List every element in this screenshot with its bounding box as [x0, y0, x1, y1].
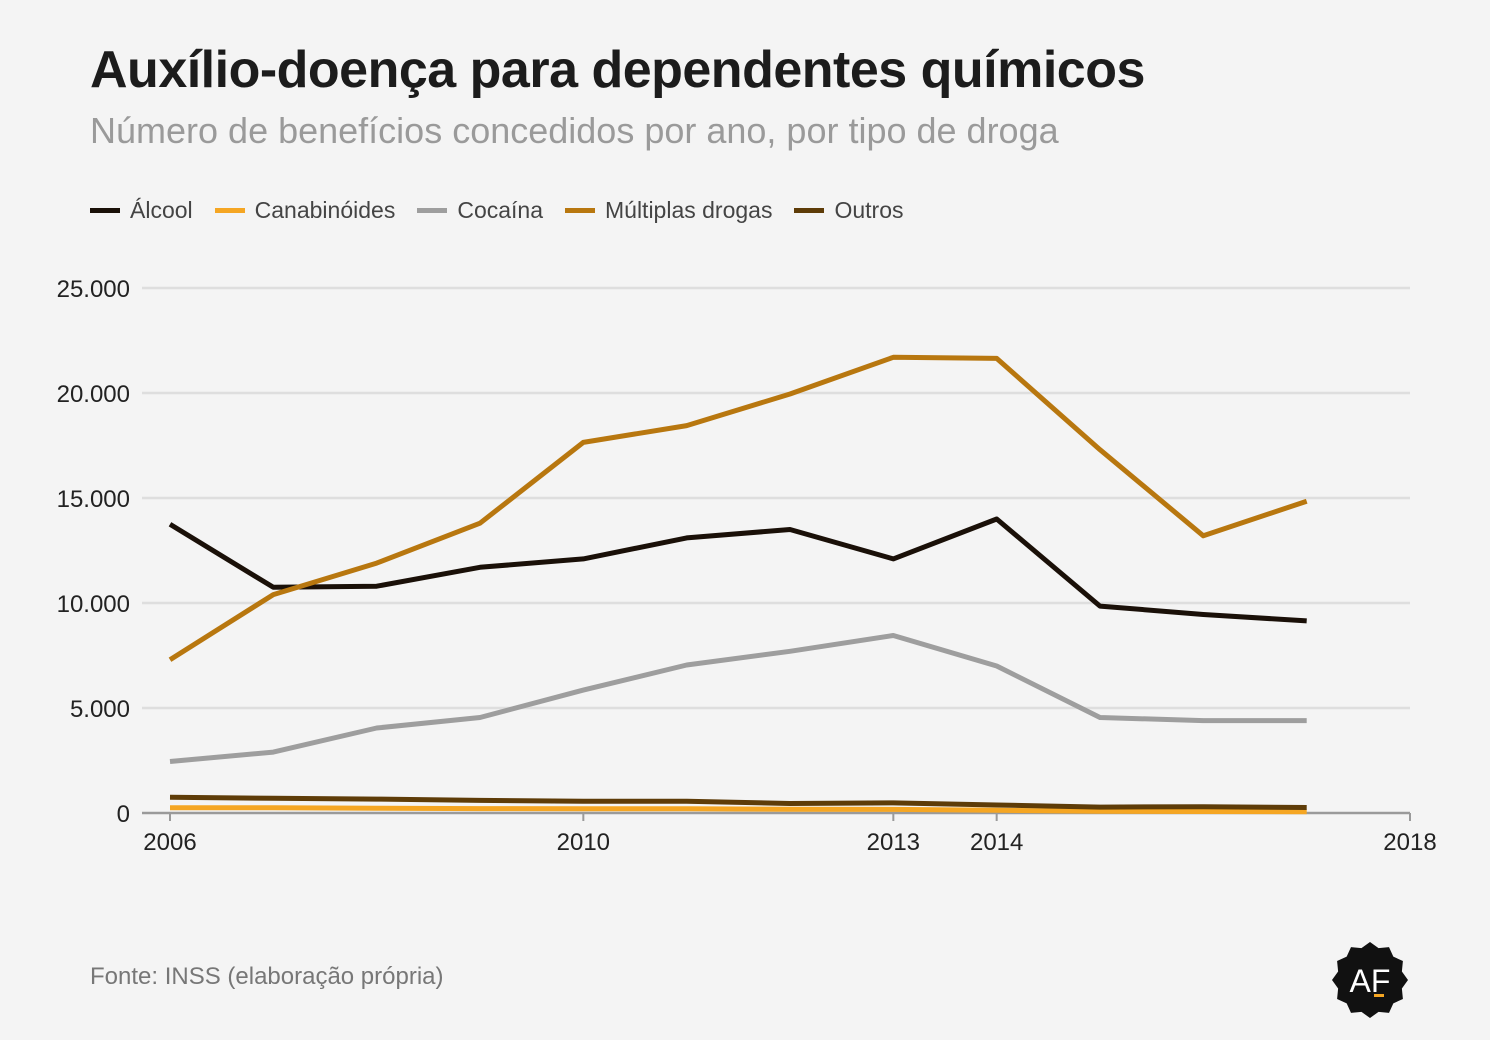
legend-item: Múltiplas drogas [565, 197, 772, 224]
legend-item: Álcool [90, 197, 193, 224]
series-line-multiplas-drogas [168, 354, 1308, 662]
series-line-cocaina [169, 633, 1307, 764]
y-tick-label: 15.000 [57, 486, 130, 513]
legend-swatch [214, 208, 245, 213]
grid-lines [142, 286, 1410, 710]
tick-labels: 0 5.000 10.000 15.000 20.000 25.000 2006 2010 20… [57, 276, 1437, 856]
chart-subtitle: Número de benefícios concedidos por ano,… [90, 110, 1059, 151]
y-tick-label: 5.000 [70, 696, 130, 723]
legend-swatch [417, 208, 448, 213]
legend: Álcool Canabinóides Cocaína Múltiplas droga… [90, 197, 904, 224]
legend-item: Canabinóides [214, 197, 396, 224]
x-tick-label: 2013 [867, 829, 920, 856]
x-tick-label: 2006 [143, 829, 196, 856]
y-tick-label: 25.000 [57, 276, 130, 303]
legend-swatch [90, 208, 120, 213]
x-tick-label: 2010 [557, 829, 610, 856]
y-tick-label: 10.000 [57, 591, 130, 618]
legend-item: Outros [794, 197, 904, 224]
legend-label: Múltiplas drogas [605, 197, 773, 223]
legend-label: Outros [834, 197, 904, 223]
axes [142, 811, 1411, 821]
legend-swatch [794, 208, 825, 213]
source-note: Fonte: INSS (elaboração própria) [90, 963, 444, 990]
x-tick-label: 2018 [1383, 829, 1436, 856]
legend-item: Cocaína [417, 197, 543, 224]
y-tick-label: 0 [117, 801, 130, 828]
series-line-canabinoides [170, 805, 1307, 815]
series-line-outros [169, 794, 1307, 810]
logo-text: AF [1350, 963, 1391, 999]
legend-label: Canabinóides [254, 197, 396, 223]
y-tick-label: 20.000 [57, 381, 130, 408]
x-tick-label: 2014 [970, 829, 1023, 856]
chart-title: Auxílio-doença para dependentes químicos [90, 41, 1145, 99]
af-badge-icon: AF [1332, 942, 1408, 1018]
legend-label: Álcool [130, 197, 193, 223]
legend-swatch [565, 208, 595, 213]
legend-label: Cocaína [457, 197, 543, 223]
series-lines [168, 354, 1308, 815]
series-line-alcool [168, 516, 1307, 624]
